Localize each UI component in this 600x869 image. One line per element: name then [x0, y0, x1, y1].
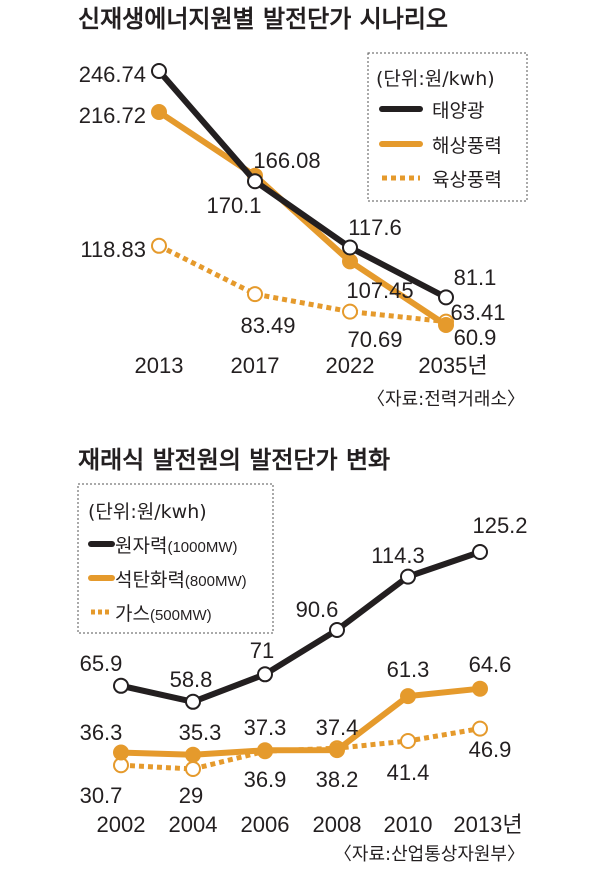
legend-label-gas: 가스(500MW) — [115, 603, 212, 625]
data-point-onshore-wind — [151, 237, 167, 254]
legend: (단위:원/kwh) 태양광 해상풍력 육상풍력 — [367, 52, 528, 202]
x-tick-label: 2008 — [313, 812, 362, 837]
x-tick-label: 2017 — [231, 353, 280, 378]
x-tick-label: 2035년 — [418, 353, 487, 378]
legend-name: 가스 — [115, 603, 150, 625]
data-label-coal: 64.6 — [469, 652, 512, 677]
legend-label-coal: 석탄화력(800MW) — [115, 569, 247, 591]
series-line-coal — [120, 685, 481, 758]
x-tick-label: 2004 — [169, 812, 218, 837]
x-tick-label: 2013 — [135, 353, 184, 378]
legend-name: 석탄화력 — [115, 569, 185, 591]
data-point-nuclear — [400, 568, 416, 585]
series-line-nuclear — [120, 549, 481, 705]
data-label-coal: 37.4 — [316, 715, 359, 740]
data-label-solar: 81.1 — [454, 265, 497, 290]
data-label-solar: 166.08 — [253, 148, 320, 173]
x-tick-label: 2022 — [326, 353, 375, 378]
legend-name: 원자력 — [115, 535, 167, 557]
x-tick-label: 2006 — [241, 812, 290, 837]
x-tick-label: 2010 — [384, 812, 433, 837]
data-label-gas: 38.2 — [316, 767, 359, 792]
data-label-coal: 61.3 — [387, 657, 430, 682]
data-point-coal — [113, 744, 129, 761]
data-label-nuclear: 114.3 — [371, 543, 424, 568]
data-point-nuclear — [113, 677, 129, 694]
data-point-offshore-wind — [438, 317, 454, 333]
data-point-offshore-wind — [342, 253, 358, 270]
data-point-coal — [185, 746, 201, 763]
data-label-gas: 36.9 — [244, 767, 287, 792]
legend-capacity: (800MW) — [185, 573, 247, 590]
source-note: 〈자료:산업통상자원부〉 — [334, 844, 525, 865]
data-label-offshore-wind: 170.1 — [206, 193, 261, 218]
data-label-onshore-wind: 83.49 — [240, 313, 295, 338]
legend-box — [77, 483, 274, 634]
data-point-gas — [472, 720, 488, 737]
data-label-gas: 30.7 — [80, 783, 123, 808]
data-point-solar — [342, 239, 358, 256]
legend-label-offshore-wind: 해상풍력 — [432, 135, 502, 157]
series-line-offshore-wind — [157, 109, 448, 328]
data-label-gas: 46.9 — [469, 737, 512, 762]
legend: (단위:원/kwh) 원자력(1000MW) 석탄화력(800MW) 가스(50… — [77, 483, 274, 634]
data-point-gas — [400, 733, 416, 749]
data-label-gas: 41.4 — [387, 760, 430, 785]
data-label-nuclear: 125.2 — [472, 513, 527, 538]
data-point-coal — [329, 742, 345, 759]
data-label-coal: 36.3 — [80, 720, 123, 745]
series-line-onshore-wind — [157, 243, 447, 325]
data-point-onshore-wind — [247, 286, 263, 303]
legend-unit: (단위:원/kwh) — [88, 501, 207, 523]
data-point-solar — [247, 173, 263, 190]
data-point-nuclear — [257, 666, 273, 683]
data-point-nuclear — [472, 544, 488, 560]
x-tick-label: 2013년 — [453, 812, 522, 837]
data-point-coal — [400, 688, 416, 705]
chart-renewable: 신재생에너지원별 발전단가 시나리오 (단위:원/kwh) 태양광 해상풍력 육… — [78, 5, 528, 410]
data-point-nuclear — [329, 622, 345, 638]
data-label-coal: 35.3 — [179, 720, 222, 745]
legend-capacity: (500MW) — [150, 607, 212, 624]
legend-box — [367, 52, 528, 202]
data-point-onshore-wind — [342, 303, 358, 320]
data-point-gas — [185, 761, 201, 777]
chart-conventional: 재래식 발전원의 발전단가 변화 (단위:원/kwh) 원자력(1000MW) … — [77, 446, 528, 865]
legend-label-solar: 태양광 — [432, 100, 484, 122]
legend-capacity: (1000MW) — [167, 539, 237, 556]
data-label-offshore-wind: 60.9 — [454, 325, 497, 350]
data-label-onshore-wind: 70.69 — [347, 327, 402, 352]
chart-title: 신재생에너지원별 발전단가 시나리오 — [78, 5, 448, 33]
data-label-onshore-wind: 63.41 — [450, 300, 505, 325]
data-label-nuclear: 65.9 — [80, 651, 123, 676]
source-note: 〈자료:전력거래소〉 — [367, 389, 525, 410]
x-tick-label: 2002 — [97, 812, 146, 837]
data-point-solar — [438, 289, 454, 306]
data-point-nuclear — [185, 693, 201, 710]
data-point-coal — [257, 742, 273, 759]
data-label-offshore-wind: 216.72 — [79, 103, 146, 128]
data-label-solar: 117.6 — [348, 215, 401, 240]
data-label-onshore-wind: 118.83 — [80, 237, 146, 262]
data-point-solar — [151, 63, 167, 79]
chart-title: 재래식 발전원의 발전단가 변화 — [78, 446, 390, 474]
data-label-nuclear: 90.6 — [296, 597, 339, 622]
data-label-nuclear: 58.8 — [170, 667, 213, 692]
legend-label-onshore-wind: 육상풍력 — [432, 169, 502, 191]
legend-label-nuclear: 원자력(1000MW) — [115, 535, 237, 557]
series-line-solar — [156, 69, 448, 301]
data-point-coal — [472, 680, 488, 697]
data-label-solar: 246.74 — [79, 62, 146, 87]
data-point-offshore-wind — [151, 104, 167, 120]
legend-unit: (단위:원/kwh) — [376, 68, 495, 90]
data-label-nuclear: 71 — [250, 638, 274, 663]
data-label-gas: 29 — [179, 783, 203, 808]
data-label-offshore-wind: 107.45 — [346, 278, 413, 303]
data-label-coal: 37.3 — [244, 715, 287, 740]
